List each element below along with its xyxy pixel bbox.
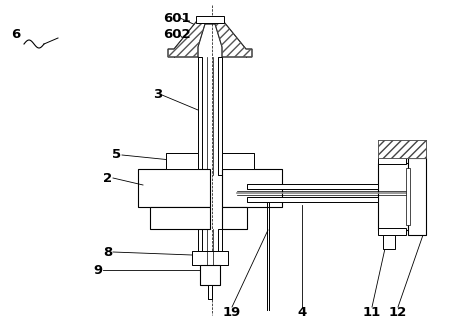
Text: 4: 4 bbox=[297, 306, 307, 319]
Bar bbox=[408, 158, 426, 235]
Bar bbox=[247, 184, 378, 189]
Text: 5: 5 bbox=[112, 148, 121, 162]
Bar bbox=[218, 229, 222, 255]
Bar bbox=[408, 158, 426, 235]
Bar bbox=[406, 168, 410, 225]
Bar bbox=[200, 265, 220, 285]
Bar bbox=[198, 57, 202, 175]
Polygon shape bbox=[168, 22, 252, 57]
Bar bbox=[247, 184, 378, 189]
Bar bbox=[138, 169, 210, 207]
Bar bbox=[378, 163, 409, 230]
Bar bbox=[218, 57, 222, 175]
Bar bbox=[166, 153, 198, 169]
Bar bbox=[378, 158, 406, 164]
Text: 6: 6 bbox=[11, 28, 21, 42]
Text: 11: 11 bbox=[363, 306, 381, 319]
Bar bbox=[222, 169, 282, 207]
Bar bbox=[150, 207, 210, 229]
Bar bbox=[222, 153, 254, 169]
Bar bbox=[150, 207, 210, 229]
Bar bbox=[198, 57, 202, 175]
Bar bbox=[218, 57, 222, 175]
Bar bbox=[200, 265, 220, 285]
Bar bbox=[378, 140, 426, 158]
Bar bbox=[378, 140, 426, 158]
Bar bbox=[222, 153, 254, 169]
Text: 9: 9 bbox=[93, 264, 102, 277]
Bar bbox=[192, 251, 228, 265]
Bar bbox=[166, 153, 198, 169]
Bar bbox=[198, 229, 202, 255]
Bar bbox=[222, 207, 247, 229]
Text: 19: 19 bbox=[223, 306, 241, 319]
Bar bbox=[247, 197, 378, 202]
Bar bbox=[198, 229, 202, 255]
Bar bbox=[378, 228, 406, 235]
Bar bbox=[247, 197, 378, 202]
Text: 8: 8 bbox=[103, 246, 112, 259]
Text: 3: 3 bbox=[153, 89, 162, 101]
Text: 2: 2 bbox=[103, 171, 112, 184]
Bar bbox=[218, 229, 222, 255]
Text: 601: 601 bbox=[163, 11, 191, 25]
Bar bbox=[378, 163, 409, 230]
Bar bbox=[222, 169, 282, 207]
Bar bbox=[192, 251, 228, 265]
Bar bbox=[383, 235, 395, 249]
Text: 12: 12 bbox=[389, 306, 407, 319]
Bar bbox=[208, 285, 212, 299]
Bar bbox=[196, 16, 224, 23]
Bar bbox=[138, 169, 210, 207]
Text: 602: 602 bbox=[163, 28, 191, 42]
Bar bbox=[222, 207, 247, 229]
